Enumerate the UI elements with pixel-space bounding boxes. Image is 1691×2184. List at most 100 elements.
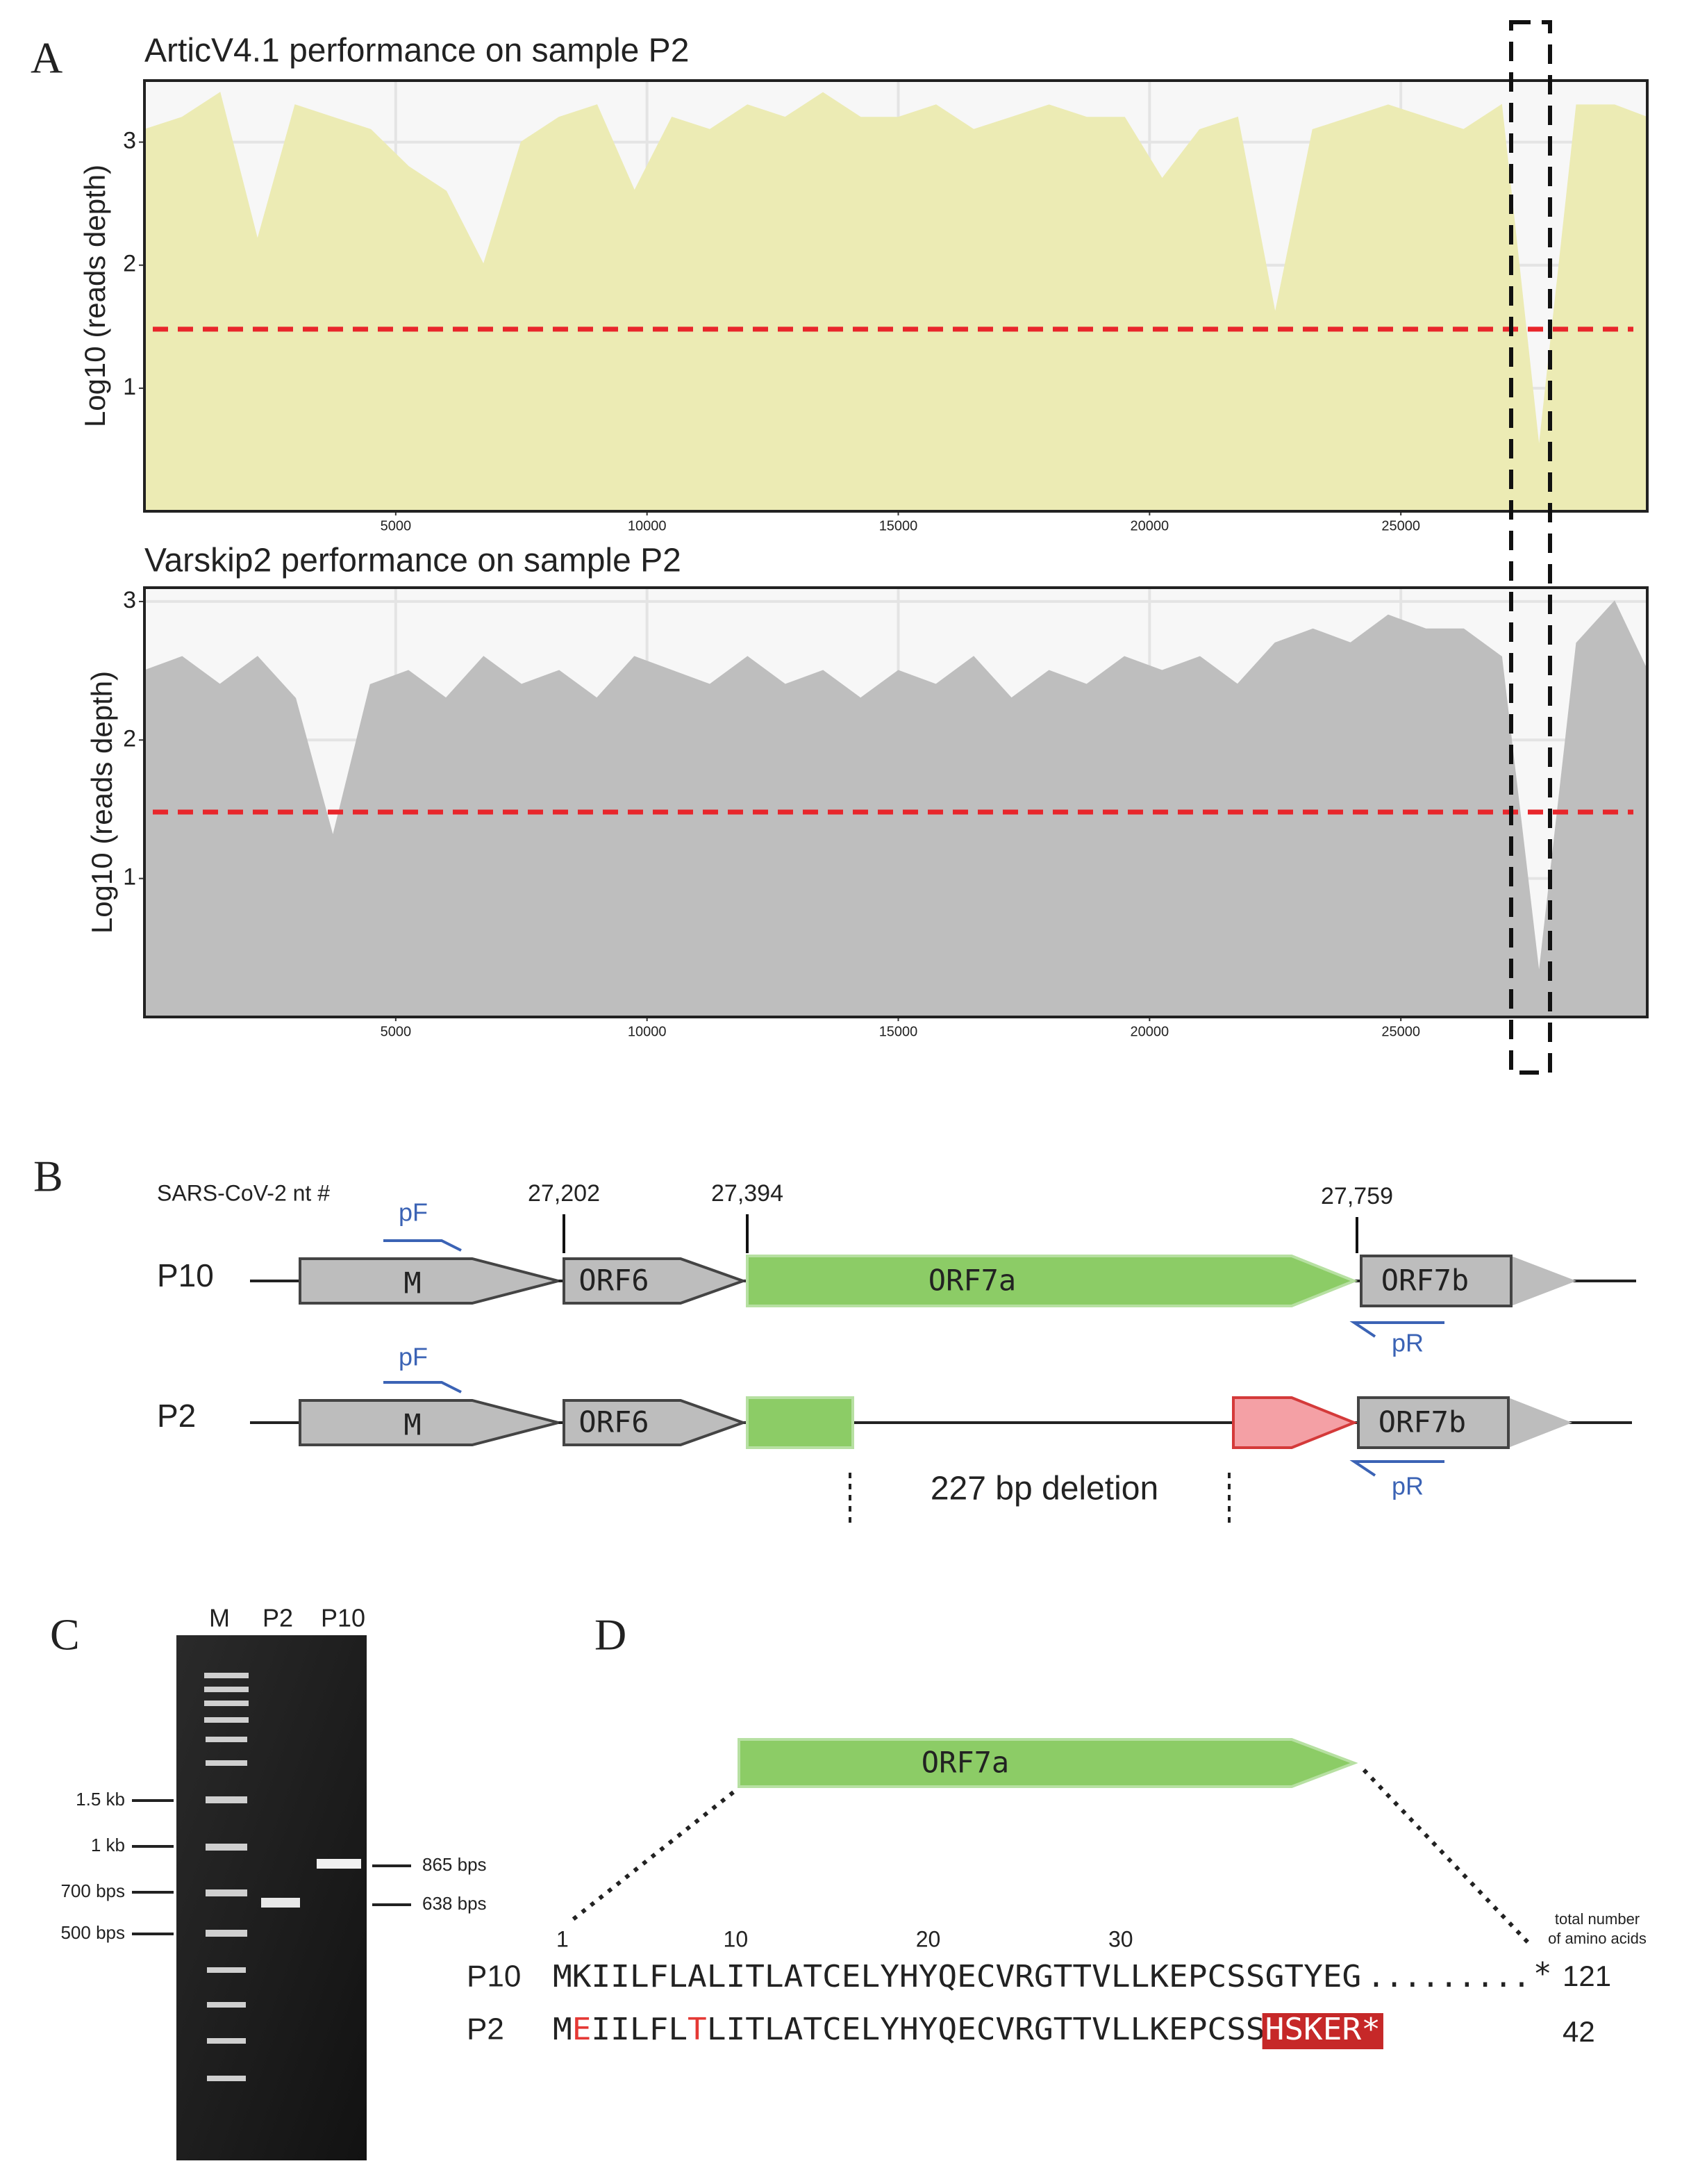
zoom-line bbox=[1362, 1768, 1530, 1944]
y-tick-label: 2 bbox=[123, 251, 136, 277]
y-tick-label: 3 bbox=[123, 128, 136, 154]
lane-label: P2 bbox=[263, 1604, 293, 1632]
plot-border bbox=[143, 586, 1649, 1018]
primer-label: pR bbox=[1392, 1329, 1424, 1357]
x-tick-label: 5000 bbox=[381, 518, 412, 533]
ladder-label: 1.5 kb bbox=[76, 1789, 125, 1810]
x-tick-label: 15000 bbox=[879, 518, 918, 533]
ladder-band bbox=[204, 1701, 249, 1706]
deletion-label: 227 bp deletion bbox=[931, 1471, 1158, 1507]
position-label: 30 bbox=[1108, 1926, 1133, 1951]
gene-box bbox=[1357, 1396, 1510, 1449]
row-label: P10 bbox=[157, 1257, 214, 1293]
gene-arrow bbox=[299, 1399, 559, 1446]
y-tick-label: 3 bbox=[123, 587, 136, 613]
gene-arrow bbox=[563, 1399, 747, 1446]
primer bbox=[1349, 1321, 1444, 1338]
x-tick-label: 20000 bbox=[1131, 518, 1169, 533]
position-label: 20 bbox=[916, 1926, 941, 1951]
sample-band bbox=[261, 1898, 300, 1908]
chart-title: ArticV4.1 performance on sample P2 bbox=[144, 33, 689, 69]
gene-label: M bbox=[403, 1408, 421, 1442]
primer-label: pR bbox=[1392, 1472, 1424, 1500]
truncated-gene bbox=[1232, 1396, 1358, 1449]
position-label: 1 bbox=[556, 1926, 569, 1951]
position-label: 27,394 bbox=[711, 1180, 783, 1207]
plot-border bbox=[143, 79, 1649, 513]
highlight-background bbox=[1262, 2013, 1383, 2049]
x-tick-label: 5000 bbox=[381, 1024, 412, 1039]
ladder-label: 1 kb bbox=[91, 1835, 125, 1855]
gene-arrow bbox=[563, 1257, 747, 1305]
area-fill bbox=[144, 92, 1647, 512]
ladder-band bbox=[206, 1760, 247, 1766]
sequence-segment: T bbox=[688, 2012, 707, 2047]
area-outline bbox=[144, 92, 1648, 450]
y-tick-label: 1 bbox=[123, 374, 136, 400]
row-label: P2 bbox=[157, 1398, 196, 1434]
length-header: of amino acids bbox=[1548, 1930, 1647, 1947]
x-tick-label: 25000 bbox=[1381, 1024, 1420, 1039]
x-tick-label: 10000 bbox=[628, 1024, 667, 1039]
panel-label: B bbox=[33, 1152, 63, 1201]
x-tick-label: 20000 bbox=[1131, 1024, 1169, 1039]
y-axis-label: Log10 (reads depth) bbox=[78, 165, 111, 427]
sample-band bbox=[317, 1859, 361, 1869]
ladder-band bbox=[204, 1673, 249, 1678]
highlight-box bbox=[1509, 20, 1552, 1075]
ladder-band bbox=[206, 1930, 247, 1937]
gene-label: ORF7a bbox=[922, 1746, 1009, 1780]
primer bbox=[383, 1239, 462, 1252]
area-fill bbox=[144, 602, 1647, 1017]
ladder-band bbox=[207, 1967, 246, 1973]
stop-symbol: * bbox=[1533, 1956, 1552, 1992]
ladder-band bbox=[204, 1717, 249, 1723]
y-tick-label: 2 bbox=[123, 725, 136, 752]
gene-label: ORF6 bbox=[578, 1405, 649, 1439]
gene-label: ORF7a bbox=[928, 1264, 1016, 1298]
gene-label: M bbox=[403, 1266, 421, 1300]
lane-label: P10 bbox=[321, 1604, 365, 1632]
protein-length: 42 bbox=[1563, 2015, 1595, 2048]
gene-arrow-tip bbox=[1511, 1256, 1576, 1306]
gene-label: ORF7b bbox=[1381, 1264, 1469, 1298]
gene-fragment bbox=[746, 1396, 854, 1449]
panel-label: C bbox=[50, 1610, 80, 1660]
position-label: 27,759 bbox=[1321, 1183, 1393, 1209]
gene-label: ORF6 bbox=[578, 1264, 649, 1298]
gene-arrow bbox=[738, 1738, 1358, 1788]
ladder-band bbox=[207, 2002, 246, 2008]
sequence-segment: HSKER* bbox=[1265, 2012, 1381, 2047]
lane-label: M bbox=[209, 1604, 230, 1632]
x-tick-label: 15000 bbox=[879, 1024, 918, 1039]
gene-arrow-tip bbox=[1508, 1398, 1572, 1448]
gene-label: ORF7b bbox=[1378, 1405, 1466, 1439]
chart-title: Varskip2 performance on sample P2 bbox=[144, 543, 681, 579]
ladder-label: 700 bps bbox=[60, 1880, 125, 1901]
gene-arrow bbox=[299, 1257, 559, 1305]
protein-length: 121 bbox=[1563, 1960, 1611, 1992]
row-label: P10 bbox=[467, 1960, 521, 1994]
sequence-segment: M bbox=[553, 2012, 572, 2047]
position-label: 10 bbox=[724, 1926, 749, 1951]
label-leaders bbox=[132, 1799, 411, 1935]
gene-box bbox=[1360, 1255, 1513, 1307]
ladder-band bbox=[206, 1889, 247, 1896]
ladder-band bbox=[206, 1737, 247, 1742]
gel: M P2 P10 1.5 kb 1 kb 700 bps 500 bps 865… bbox=[60, 1604, 487, 2160]
x-tick-label: 25000 bbox=[1381, 518, 1420, 533]
primer-label: pF bbox=[399, 1198, 428, 1227]
primer-label: pF bbox=[399, 1343, 428, 1371]
band-label: 865 bps bbox=[422, 1854, 487, 1875]
ladder bbox=[204, 1673, 249, 2081]
area-outline bbox=[144, 600, 1648, 976]
band-label: 638 bps bbox=[422, 1893, 487, 1914]
row-label: P2 bbox=[467, 2012, 504, 2046]
primer bbox=[1349, 1460, 1444, 1477]
ladder-band bbox=[206, 1796, 247, 1803]
ladder-label: 500 bps bbox=[60, 1922, 125, 1943]
sequence-segment: MKIILFLALITLATCELYHYQECVRGTTVLLKEPCSSGTY… bbox=[553, 1959, 1361, 1994]
genome-diagram: SARS-CoV-2 nt # 27,202 27,394 27,759 P10… bbox=[157, 1180, 1636, 1525]
sequence-continuation: ......... bbox=[1367, 1959, 1531, 1994]
